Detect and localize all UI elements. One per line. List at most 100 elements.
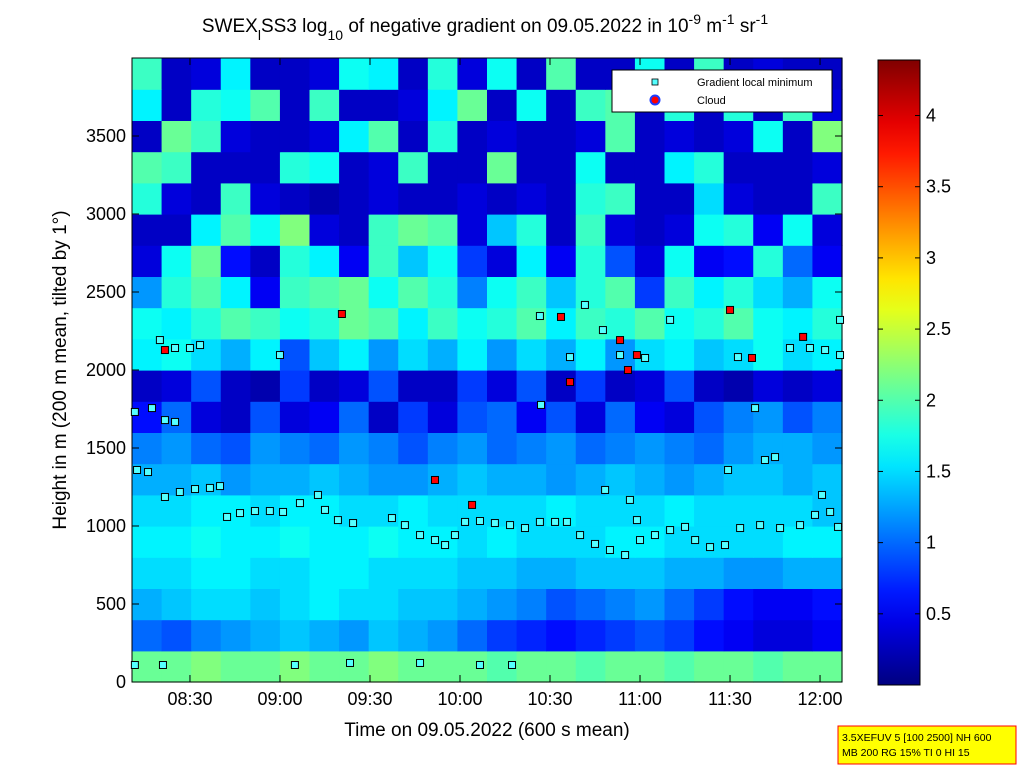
heatmap-cell xyxy=(309,401,340,433)
heatmap-cell xyxy=(398,276,429,309)
gradient-minimum-marker xyxy=(155,336,164,345)
heatmap-cell xyxy=(575,89,606,121)
heatmap-cell xyxy=(279,432,311,465)
gradient-minimum-marker xyxy=(171,417,180,426)
heatmap-cell xyxy=(250,89,281,121)
heatmap-cell xyxy=(457,89,488,121)
heatmap-cell xyxy=(220,526,251,558)
heatmap-cell xyxy=(161,557,192,589)
heatmap-cell xyxy=(339,526,370,558)
heatmap-cell xyxy=(368,151,399,184)
heatmap-cell xyxy=(161,151,192,184)
gradient-minimum-marker xyxy=(349,519,358,528)
heatmap-cell xyxy=(132,307,163,340)
heatmap-cell xyxy=(279,58,311,90)
heatmap-cell xyxy=(782,619,814,652)
heatmap-cell xyxy=(723,401,754,433)
heatmap-cell xyxy=(546,182,577,215)
heatmap-cell xyxy=(605,151,636,184)
gradient-minimum-marker xyxy=(158,660,167,669)
gradient-minimum-marker xyxy=(796,521,805,530)
heatmap-cell xyxy=(368,307,399,340)
heatmap-cell xyxy=(457,58,488,90)
heatmap-cell xyxy=(398,588,429,621)
heatmap-cell xyxy=(753,463,784,496)
heatmap-cell xyxy=(694,338,725,371)
x-tick-label: 10:30 xyxy=(527,689,572,709)
title-part: SS3 log xyxy=(261,16,328,37)
heatmap-cell xyxy=(575,526,606,558)
heatmap-cell xyxy=(782,307,814,340)
gradient-minimum-marker xyxy=(771,453,780,462)
heatmap-cell xyxy=(694,588,725,621)
gradient-minimum-marker xyxy=(580,300,589,309)
heatmap-cell xyxy=(250,276,281,309)
heatmap-cell xyxy=(782,650,814,683)
heatmap-cell xyxy=(427,307,459,340)
heatmap-cell xyxy=(339,650,370,683)
heatmap-cell xyxy=(753,245,784,277)
heatmap-cell xyxy=(161,588,192,621)
gradient-minimum-marker xyxy=(650,531,659,540)
heatmap-cell xyxy=(546,650,577,683)
heatmap-cell xyxy=(191,58,222,90)
heatmap-cell xyxy=(161,276,192,309)
heatmap-cell xyxy=(516,276,547,309)
gradient-minimum-marker xyxy=(818,490,827,499)
heatmap-cell xyxy=(191,526,222,558)
heatmap-cell xyxy=(516,557,547,589)
heatmap-cell xyxy=(605,463,636,496)
heatmap-cell xyxy=(723,557,754,589)
heatmap-cell xyxy=(250,401,281,433)
heatmap-cell xyxy=(575,370,606,402)
heatmap-cell xyxy=(161,89,192,121)
gradient-minimum-marker xyxy=(275,351,284,360)
heatmap-cell xyxy=(368,432,399,465)
y-tick-label: 500 xyxy=(96,594,126,614)
gradient-minimum-marker xyxy=(450,531,459,540)
heatmap-cell xyxy=(309,338,340,371)
heatmap-cell xyxy=(694,182,725,215)
heatmap-cell xyxy=(250,307,281,340)
heatmap-cell xyxy=(457,526,488,558)
heatmap-cell xyxy=(398,182,429,215)
heatmap-cell xyxy=(516,338,547,371)
heatmap-cell xyxy=(575,245,606,277)
colorbar xyxy=(877,59,921,686)
heatmap-cell xyxy=(427,214,459,246)
heatmap-cell xyxy=(634,432,666,465)
heatmap-cell xyxy=(812,619,843,652)
heatmap-cell xyxy=(723,151,754,184)
heatmap-cell xyxy=(575,557,606,589)
heatmap-cell xyxy=(634,120,666,153)
gradient-minimum-marker xyxy=(836,315,845,324)
gradient-minimum-marker xyxy=(821,346,830,355)
heatmap-cell xyxy=(309,120,340,153)
cloud-marker xyxy=(726,305,735,314)
x-tick-label: 12:00 xyxy=(798,689,843,709)
heatmap-cell xyxy=(782,151,814,184)
heatmap-cell xyxy=(191,182,222,215)
heatmap-cell xyxy=(457,370,488,402)
title-part: SWEX xyxy=(202,16,258,37)
heatmap-cell xyxy=(339,120,370,153)
heatmap-cell xyxy=(339,463,370,496)
heatmap-cell xyxy=(398,463,429,496)
heatmap-cell xyxy=(723,650,754,683)
heatmap-cell xyxy=(132,338,163,371)
heatmap-cell xyxy=(339,588,370,621)
heatmap-cell xyxy=(487,619,518,652)
heatmap-cell xyxy=(398,58,429,90)
heatmap-cell xyxy=(279,370,311,402)
gradient-minimum-marker xyxy=(625,495,634,504)
heatmap-cell xyxy=(575,338,606,371)
heatmap-cell xyxy=(634,182,666,215)
heatmap-cell xyxy=(664,182,695,215)
colorbar-tick-label: 2.5 xyxy=(926,319,951,339)
cloud-marker xyxy=(556,312,565,321)
x-tick-label: 11:00 xyxy=(618,689,662,709)
heatmap-cell xyxy=(516,89,547,121)
gradient-minimum-marker xyxy=(185,344,194,353)
heatmap-cell xyxy=(575,151,606,184)
heatmap-cell xyxy=(427,370,459,402)
